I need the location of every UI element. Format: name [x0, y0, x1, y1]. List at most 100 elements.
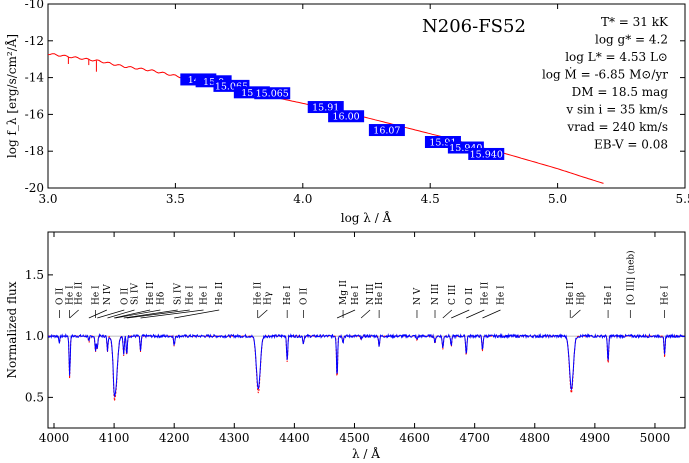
stellar-parameter: vrad = 240 km/s: [566, 120, 668, 134]
star-name: N206-FS52: [422, 16, 526, 37]
sed-y-tick-label: -18: [25, 144, 44, 158]
line-id-label: O II: [465, 287, 475, 305]
line-id-label: N V: [413, 287, 423, 305]
line-id-label: He II: [254, 281, 264, 305]
line-id-connector: [114, 309, 151, 319]
line-id-connector: [69, 309, 79, 319]
sed-y-tick-label: -16: [25, 107, 44, 121]
line-id-connector: [571, 309, 581, 319]
spectrum-panel-frame: [47, 231, 686, 429]
sed-y-tick-label: -20: [25, 181, 44, 195]
stellar-parameter: EB-V = 0.08: [594, 138, 668, 152]
stellar-parameter: log g* = 4.2: [595, 33, 668, 47]
spectrum-x-tick-label: 4500: [339, 431, 370, 445]
stellar-parameter: DM = 18.5 mag: [572, 85, 669, 99]
line-id-label: He II: [75, 281, 85, 305]
photometry-label: 15.5: [241, 88, 262, 99]
line-id-connector: [336, 309, 356, 319]
spectrum-x-tick-label: 4400: [279, 431, 310, 445]
sed-y-tick-label: -12: [25, 34, 44, 48]
photometry-box: [307, 101, 344, 114]
spectrum-x-tick-label: 4000: [39, 431, 70, 445]
spectrum-y-axis-title: Normalized flux: [5, 281, 19, 378]
photometry-label: 15.91: [312, 103, 339, 114]
photometry-boxes: 14.815.015.06515.515.06515.9116.0016.071…: [67, 56, 505, 160]
sed-y-tick-label: -10: [25, 0, 44, 11]
photometry-label: 16.00: [333, 112, 360, 123]
sed-y-ticks: -10 -12 -14 -16 -18 -20: [25, 0, 685, 195]
stellar-parameter: log L* = 4.53 L⊙: [565, 50, 668, 64]
line-id-label: He I: [604, 285, 614, 305]
spectrum-x-ticks: 4000 4100 4200 4300 4400 4500 4600 4700 4800 4900…: [39, 232, 670, 445]
line-id-label: N III: [366, 283, 376, 305]
sed-panel: 3.03.54.04.55.05.5 -10-12-14-16-18-20 14…: [4, 0, 689, 225]
spectrum-x-tick-label: 4100: [99, 431, 130, 445]
sed-panel-frame: [47, 3, 686, 189]
line-id-label: He II: [215, 281, 225, 305]
line-id-label: He I: [200, 285, 210, 305]
line-id-label: He I: [496, 285, 506, 305]
spectrum-x-tick-label: 4700: [459, 431, 490, 445]
line-id-label: He I: [283, 285, 293, 305]
line-id-label: O II: [55, 287, 65, 305]
line-id-label: Mg II: [339, 280, 349, 305]
photometry-label: 15.940: [449, 143, 482, 154]
line-id-label: He I: [351, 285, 361, 305]
line-id-label: He I: [186, 285, 196, 305]
line-id-connector: [107, 309, 135, 319]
line-id-connector: [442, 309, 453, 319]
stellar-parameters: T* = 31 kK log g* = 4.2 log L* = 4.53 L⊙ lo…: [542, 15, 669, 152]
line-id-connector: [258, 309, 268, 319]
line-id-label: N IV: [103, 284, 113, 305]
line-id-connector: [97, 309, 125, 319]
line-id-label: He II: [566, 281, 576, 305]
line-id-label: O II: [120, 287, 130, 305]
sed-x-tick-label: 4.5: [421, 192, 440, 206]
line-id-label: He I: [91, 285, 101, 305]
photometry-label: 15.065: [256, 89, 289, 100]
photometry-box: [468, 147, 505, 160]
line-id-connector: [140, 309, 204, 319]
line-id-connector: [360, 309, 371, 319]
spectrum-x-tick-label: 5000: [640, 431, 671, 445]
photometry-label: 15.940: [470, 149, 503, 160]
line-id-label: Si IV: [130, 283, 140, 305]
sed-x-axis-title: log λ / Å: [341, 210, 392, 225]
line-id-label: N III: [431, 283, 441, 305]
stellar-parameter: T* = 31 kK: [601, 15, 669, 29]
sed-x-tick-label: 4.0: [293, 192, 312, 206]
spectrum-x-axis-title: λ / Å: [352, 446, 380, 461]
sed-y-axis-title: log f_λ [erg/s/cm²/Å]: [4, 34, 19, 158]
stellar-parameter: v sin i = 35 km/s: [565, 103, 668, 117]
line-id-connector: [126, 309, 190, 319]
line-id-connector: [88, 309, 108, 319]
sed-x-tick-label: 5.5: [675, 192, 689, 206]
line-id-connector: [115, 309, 161, 319]
sed-x-tick-label: 5.0: [548, 192, 567, 206]
line-id-connector: [174, 309, 220, 319]
sed-x-ticks: 3.0 3.5 4.0 4.5 5.0 5.5: [38, 4, 689, 206]
photometry-label: 15.91: [429, 138, 456, 149]
photometry-label: 15.065: [215, 81, 248, 92]
line-id-label: O II: [299, 287, 309, 305]
photometry-box: [328, 110, 365, 123]
line-id-label: C III: [448, 284, 458, 305]
line-id-label: He I: [661, 285, 671, 305]
photometry-box: [368, 124, 405, 137]
spectrum-y-tick-label: 1.5: [25, 268, 44, 282]
line-id-label: Si IV: [174, 283, 184, 305]
sed-x-tick-label: 3.5: [166, 192, 185, 206]
photometry-label: 16.07: [373, 126, 400, 137]
line-id-label: He II: [480, 281, 490, 305]
observed-spectrum-line: [47, 332, 685, 398]
line-id-label: He I: [66, 285, 76, 305]
line-id-connector: [123, 309, 178, 319]
spectrum-x-tick-label: 4300: [219, 431, 250, 445]
line-id-label: He II: [146, 281, 156, 305]
spectrum-y-tick-label: 0.5: [25, 390, 44, 404]
spectrum-x-tick-label: 4600: [399, 431, 430, 445]
line-id-connector: [466, 309, 485, 319]
line-id-connector: [451, 309, 470, 319]
